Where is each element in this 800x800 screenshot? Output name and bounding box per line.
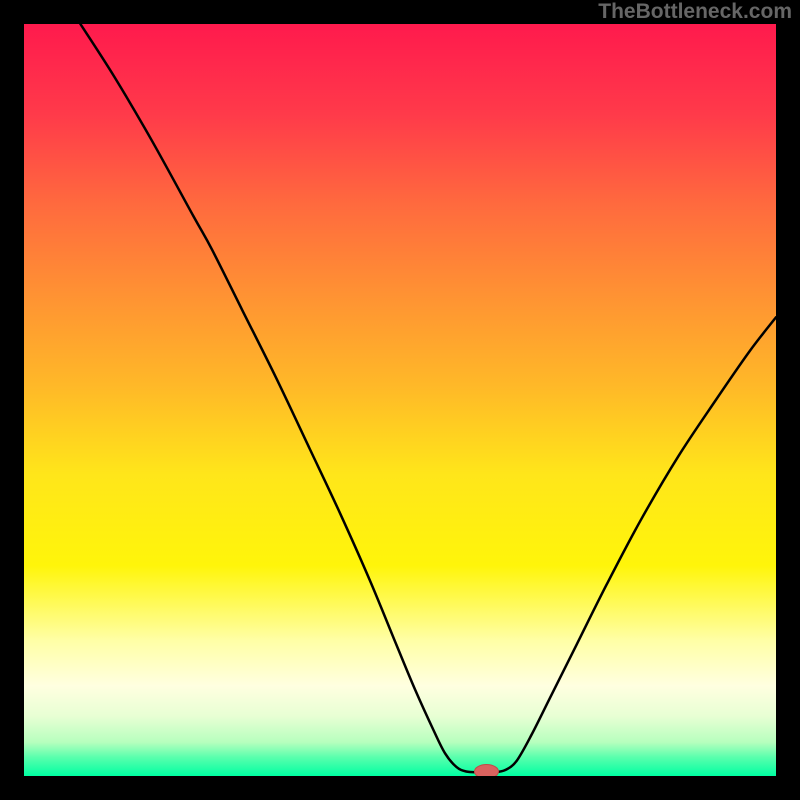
optimal-point-marker <box>474 764 498 776</box>
plot-svg <box>24 24 776 776</box>
chart-background <box>24 24 776 776</box>
plot-area <box>24 24 776 776</box>
watermark: TheBottleneck.com <box>598 0 792 24</box>
